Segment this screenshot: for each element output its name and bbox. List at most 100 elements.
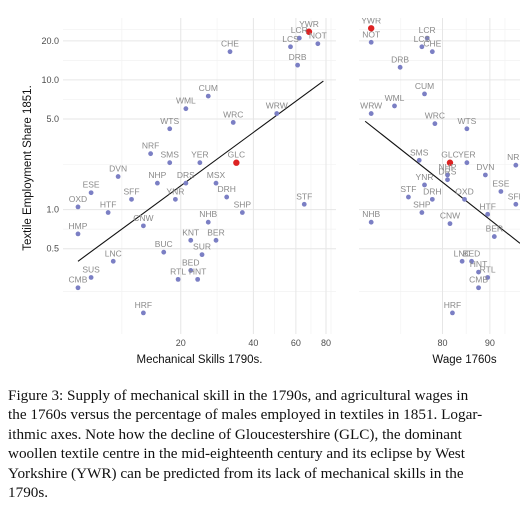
point-label-lcs: LCS	[414, 34, 431, 44]
point-label-lcr: LCR	[291, 25, 308, 35]
data-point-cmb	[476, 285, 481, 291]
point-label-drb: DRB	[391, 54, 409, 64]
data-point-sur	[199, 252, 205, 258]
point-label-not: NOT	[309, 31, 327, 41]
data-point-buc	[161, 249, 167, 255]
data-point-drs	[183, 180, 189, 186]
point-label-rtl: RTL	[480, 264, 496, 274]
point-label-hrf: HRF	[135, 300, 152, 310]
point-label-shp: SHP	[234, 200, 252, 210]
data-point-yer	[197, 160, 203, 166]
caption-line-2: the 1760s versus the percentage of males…	[8, 406, 483, 424]
data-point-nhb	[368, 219, 374, 225]
point-label-drb: DRB	[289, 52, 307, 62]
data-point-hrf	[450, 310, 455, 316]
point-label-hnt: HNT	[189, 266, 206, 276]
point-label-msx: MSX	[207, 170, 226, 180]
data-point-drb	[295, 62, 301, 68]
data-point-nhp	[445, 172, 450, 178]
data-point-wrw	[274, 111, 280, 116]
data-point-ese	[498, 189, 504, 194]
data-point-lnc	[110, 258, 116, 264]
point-label-ese: ESE	[83, 180, 100, 190]
data-point-nrf	[148, 151, 154, 157]
point-label-stf: STF	[400, 184, 416, 194]
data-point-ywr	[305, 28, 313, 35]
point-label-wts: WTS	[457, 116, 476, 126]
data-point-dvn	[115, 174, 121, 179]
caption-line-4: woollen textile centre in the mid-eighte…	[8, 445, 465, 463]
data-point-che	[227, 49, 233, 55]
point-label-glc: GLC	[441, 150, 458, 160]
data-point-sms	[416, 157, 422, 163]
data-point-wrc	[432, 121, 438, 127]
point-label-htf: HTF	[479, 201, 496, 211]
data-point-drb	[397, 64, 403, 70]
data-point-lnc	[459, 258, 465, 264]
data-point-ber	[213, 237, 219, 243]
data-point-wts	[464, 126, 470, 132]
point-label-lnc: LNC	[454, 248, 471, 258]
data-point-drh	[224, 194, 230, 200]
data-point-cum	[205, 93, 211, 99]
point-label-bed: BED	[463, 248, 480, 258]
data-point-sff	[513, 201, 519, 207]
data-point-dvn	[482, 172, 488, 178]
point-label-cmb: CMB	[69, 275, 88, 285]
point-label-drh: DRH	[423, 186, 441, 196]
y-tick-label: 1.0	[46, 205, 59, 215]
y-axis-title: Textile Employment Share 1851.	[22, 85, 34, 251]
caption-line-6: 1790s.	[8, 484, 49, 502]
data-point-rtl	[485, 275, 491, 280]
data-point-drh	[429, 196, 435, 202]
data-point-wrw	[368, 111, 374, 116]
point-label-oxd: OXD	[69, 194, 87, 204]
y-tick-label: 10.0	[41, 75, 59, 85]
data-point-cnw	[447, 221, 453, 227]
data-point-shp	[239, 210, 245, 215]
data-point-nhp	[154, 180, 160, 186]
point-label-ber: BER	[207, 227, 224, 237]
plot-background	[359, 18, 520, 334]
point-label-wrc: WRC	[223, 109, 243, 119]
data-point-cum	[422, 91, 427, 97]
point-label-cum: CUM	[415, 81, 434, 91]
caption-line-3: ithmic axes. Note how the decline of Glo…	[8, 425, 462, 443]
point-label-sff: SFF	[123, 186, 139, 196]
point-label-sus: SUS	[82, 264, 100, 274]
point-label-buc: BUC	[155, 239, 173, 249]
x-tick-label: 80	[437, 338, 447, 348]
data-point-htf	[485, 211, 491, 217]
point-label-lcs: LCS	[282, 34, 299, 44]
point-label-nhp: NHP	[439, 162, 457, 172]
point-label-not: NOT	[362, 29, 380, 39]
point-label-ywr: YWR	[299, 19, 319, 29]
point-label-dvn: DVN	[476, 162, 494, 172]
point-label-stf: STF	[296, 191, 312, 201]
point-label-ber: BER	[486, 224, 503, 234]
data-point-msx	[213, 180, 219, 186]
point-label-ynr: YNR	[416, 172, 434, 182]
data-point-glc	[233, 159, 240, 166]
point-label-bed: BED	[182, 257, 199, 267]
x-axis-title: Mechanical Skills 1790s.	[137, 354, 263, 366]
data-point-ywr	[367, 25, 375, 32]
point-label-glc: GLC	[228, 150, 245, 160]
figure-caption: Figure 3: Supply of mechanical skill in …	[8, 386, 520, 502]
point-label-nhb: NHB	[362, 209, 380, 219]
point-label-yer: YER	[191, 150, 208, 160]
point-label-dvn: DVN	[109, 164, 127, 174]
point-label-nrf: NRF	[507, 152, 520, 162]
point-label-che: CHE	[423, 39, 441, 49]
data-point-hrf	[140, 310, 146, 316]
point-label-wml: WML	[176, 96, 196, 106]
point-label-drh: DRH	[217, 184, 235, 194]
point-label-sms: SMS	[161, 150, 180, 160]
point-label-che: CHE	[221, 39, 239, 49]
data-point-not	[368, 39, 374, 45]
data-point-wrc	[230, 120, 236, 125]
point-label-wts: WTS	[160, 116, 179, 126]
